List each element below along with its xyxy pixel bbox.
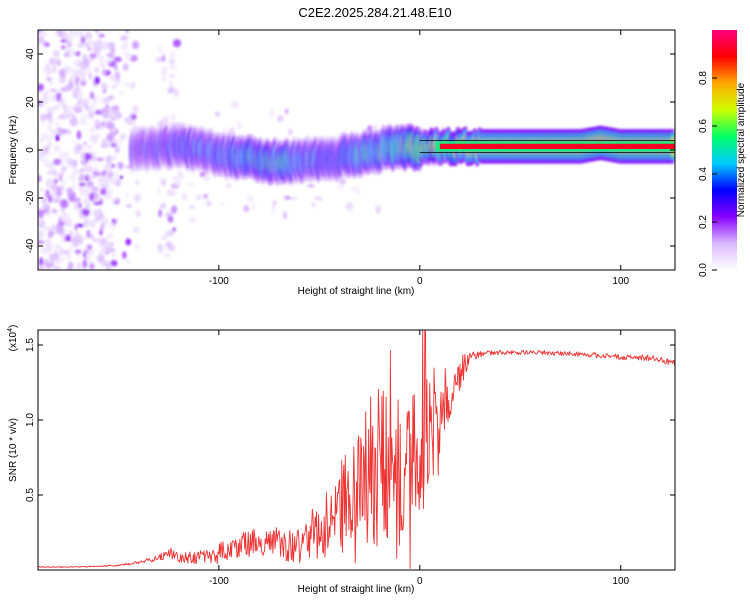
snr-x-ticks: -100 0 100 bbox=[209, 330, 630, 587]
colorbar-tick-label: 0.2 bbox=[698, 215, 709, 229]
colorbar: 0.0 0.2 0.4 0.6 0.8 Normalized spectral ampl… bbox=[698, 30, 747, 277]
spectrogram-y-tick-label: 0 bbox=[25, 147, 36, 153]
spectrogram-x-tick-label: -100 bbox=[209, 276, 229, 287]
spectrogram-x-tick-label: 100 bbox=[612, 276, 629, 287]
snr-y-tick-label: 1.5 bbox=[25, 338, 36, 352]
snr-series-line bbox=[38, 330, 675, 569]
figure-title: C2E2.2025.284.21.48.E10 bbox=[298, 5, 451, 20]
snr-scale-exp: 4 bbox=[7, 328, 14, 332]
colorbar-label: Normalized spectral amplitude bbox=[736, 82, 747, 217]
snr-x-tick-label: 0 bbox=[417, 576, 423, 587]
spectrogram-x-ticks: -100 0 100 bbox=[209, 30, 630, 287]
spectrogram-content bbox=[38, 30, 675, 270]
snr-panel: -100 0 100 0.5 1.0 1.5 Height of straight li… bbox=[7, 325, 676, 595]
snr-x-tick-label: -100 bbox=[209, 576, 229, 587]
snr-x-tick-label: 100 bbox=[612, 576, 629, 587]
spectrogram-x-label: Height of straight line (km) bbox=[298, 286, 415, 297]
spectrogram-y-tick-label: 20 bbox=[25, 96, 36, 108]
spectrogram-y-tick-label: -40 bbox=[25, 238, 36, 253]
snr-scale-close: ) bbox=[8, 325, 19, 328]
colorbar-gradient bbox=[712, 30, 737, 270]
snr-scale-label: (x104) bbox=[7, 325, 19, 352]
spectrogram-y-ticks: -40 -20 0 20 40 bbox=[25, 48, 675, 253]
colorbar-tick-label: 0.8 bbox=[698, 71, 709, 85]
colorbar-ticks: 0.0 0.2 0.4 0.6 0.8 bbox=[698, 71, 717, 277]
spectrogram-x-tick-label: 0 bbox=[417, 276, 423, 287]
snr-y-tick-label: 0.5 bbox=[25, 488, 36, 502]
snr-content bbox=[38, 330, 675, 569]
spectrogram-y-tick-label: -20 bbox=[25, 190, 36, 205]
snr-y-ticks: 0.5 1.0 1.5 bbox=[25, 338, 675, 502]
snr-frame bbox=[37, 329, 676, 571]
snr-plot-area bbox=[38, 330, 675, 570]
snr-y-tick-label: 1.0 bbox=[25, 413, 36, 427]
colorbar-tick-label: 0.4 bbox=[698, 167, 709, 181]
snr-y-label: SNR (10 * v/v) bbox=[8, 418, 19, 482]
spectrogram-y-tick-label: 40 bbox=[25, 48, 36, 60]
snr-scale-base: (x10 bbox=[8, 331, 19, 351]
spectrogram-panel: -100 0 100 -40 -20 0 20 40 Height of straight … bbox=[8, 29, 676, 297]
svg-text:(x104): (x104) bbox=[7, 325, 19, 352]
spectrogram-strong-band bbox=[419, 139, 675, 153]
colorbar-tick-label: 0.0 bbox=[698, 263, 709, 277]
spectrogram-blobs bbox=[38, 30, 675, 270]
spectrogram-y-label: Frequency (Hz) bbox=[8, 116, 19, 185]
colorbar-tick-label: 0.6 bbox=[698, 119, 709, 133]
snr-x-label: Height of straight line (km) bbox=[298, 584, 415, 595]
